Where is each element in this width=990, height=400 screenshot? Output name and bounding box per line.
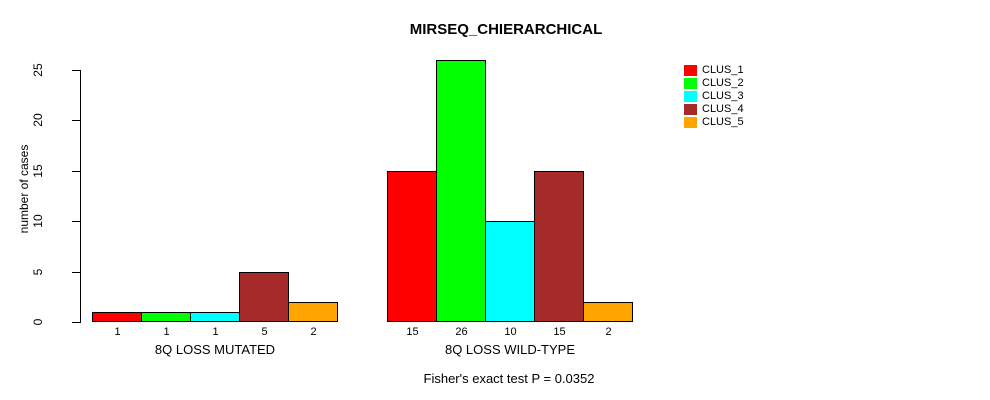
y-axis-tick-label: 25 <box>31 63 45 77</box>
bar-clus_5-wild-type <box>583 302 633 322</box>
legend-item: CLUS_4 <box>684 103 744 116</box>
bar-value-label: 26 <box>455 326 468 338</box>
bar-value-label: 1 <box>212 326 219 338</box>
y-axis-tick-label: 0 <box>31 318 45 326</box>
legend-color-swatch <box>684 91 697 102</box>
bar-value-label: 15 <box>406 326 419 338</box>
legend-item: CLUS_5 <box>684 116 744 129</box>
y-axis-tick <box>72 120 80 121</box>
legend-item-label: CLUS_1 <box>702 64 744 76</box>
y-axis-line <box>80 70 81 323</box>
legend: CLUS_1 CLUS_2 CLUS_3 CLUS_4 CLUS_5 <box>684 64 744 129</box>
y-axis-tick-label: 5 <box>31 268 45 276</box>
x-category-label: 8Q LOSS WILD-TYPE <box>444 342 576 357</box>
bar-value-label: 1 <box>114 326 121 338</box>
bar-clus_2-wild-type <box>436 60 486 322</box>
y-axis-tick-label: 15 <box>31 164 45 178</box>
bar-value-label: 15 <box>553 326 566 338</box>
fisher-test-annotation: Fisher's exact test P = 0.0352 <box>423 371 595 386</box>
bar-clus_1-mutated <box>92 312 142 322</box>
y-axis-tick <box>72 272 80 273</box>
chart-title: MIRSEQ_CHIERARCHICAL <box>409 21 603 38</box>
y-axis-tick-label: 10 <box>31 214 45 228</box>
y-axis-tick <box>72 322 80 323</box>
legend-item-label: CLUS_2 <box>702 77 744 89</box>
y-axis-tick <box>72 221 80 222</box>
bar-clus_1-wild-type <box>387 171 437 322</box>
legend-item: CLUS_1 <box>684 64 744 77</box>
legend-color-swatch <box>684 65 697 76</box>
bar-clus_4-wild-type <box>534 171 584 322</box>
legend-item-label: CLUS_3 <box>702 90 744 102</box>
bar-clus_4-mutated <box>239 272 289 322</box>
y-axis-tick <box>72 70 80 71</box>
bar-clus_3-wild-type <box>485 221 535 322</box>
legend-color-swatch <box>684 104 697 115</box>
legend-color-swatch <box>684 78 697 89</box>
y-axis-tick <box>72 171 80 172</box>
legend-item-label: CLUS_5 <box>702 116 744 128</box>
bar-value-label: 1 <box>163 326 170 338</box>
bar-value-label: 2 <box>605 326 612 338</box>
bar-clus_2-mutated <box>141 312 191 322</box>
legend-color-swatch <box>684 117 697 128</box>
legend-item: CLUS_3 <box>684 90 744 103</box>
bar-value-label: 2 <box>310 326 317 338</box>
bar-value-label: 5 <box>261 326 268 338</box>
legend-item: CLUS_2 <box>684 77 744 90</box>
x-category-label: 8Q LOSS MUTATED <box>154 342 276 357</box>
legend-item-label: CLUS_4 <box>702 103 744 115</box>
y-axis-tick-label: 20 <box>31 113 45 127</box>
bar-clus_3-mutated <box>190 312 240 322</box>
bar-value-label: 10 <box>504 326 517 338</box>
bar-clus_5-mutated <box>288 302 338 322</box>
